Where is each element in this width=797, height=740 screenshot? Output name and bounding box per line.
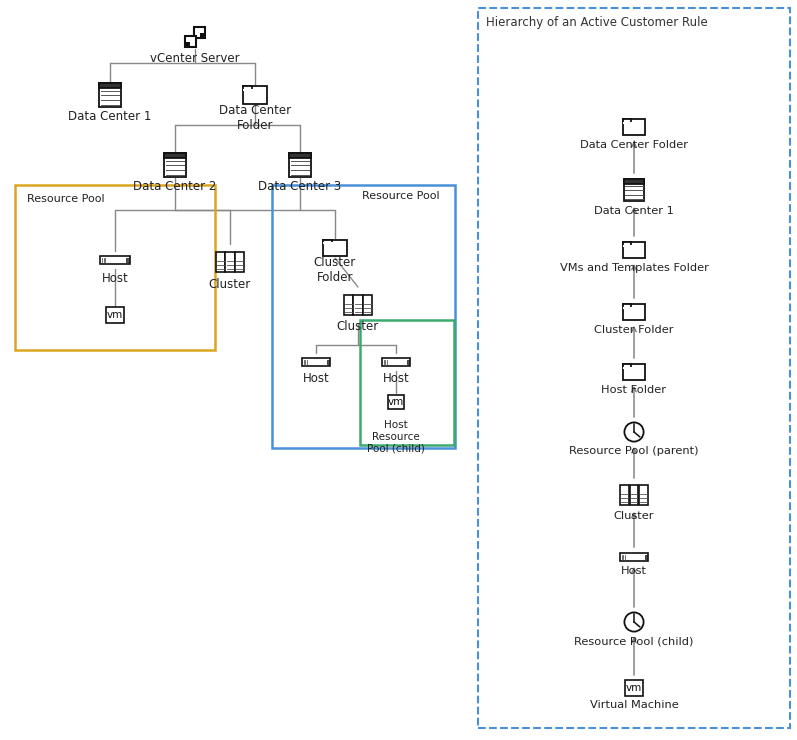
Bar [164,153,186,158]
Text: Resource Pool (parent): Resource Pool (parent) [569,446,699,456]
Text: Resource Pool: Resource Pool [363,191,440,201]
Bar [353,295,363,315]
Circle shape [624,423,644,442]
Bar [360,320,454,445]
Text: vm: vm [388,397,404,407]
Bar [289,153,311,158]
Circle shape [624,613,644,632]
Bar [344,295,353,315]
Bar [645,555,647,559]
Bar [194,27,205,38]
Bar [272,185,455,448]
Bar [15,185,215,350]
Text: Host: Host [303,372,329,386]
Bar [242,87,267,104]
Text: Data Center 3: Data Center 3 [258,180,342,192]
Bar [100,256,130,264]
Text: Cluster: Cluster [337,320,379,334]
Bar [623,304,645,320]
Bar [186,42,190,46]
Text: vm: vm [626,683,642,693]
Text: Cluster Folder: Cluster Folder [595,325,673,335]
Bar [164,153,186,158]
Bar [226,252,234,272]
Bar [623,243,631,246]
Bar [620,554,648,561]
Text: Data Center 2: Data Center 2 [133,180,217,192]
Bar [625,680,643,696]
Bar [324,240,347,256]
Bar [630,485,638,505]
Text: Host: Host [102,272,128,284]
Text: Hierarchy of an Active Customer Rule: Hierarchy of an Active Customer Rule [486,16,708,29]
Bar [324,240,332,243]
Text: Cluster: Cluster [614,511,654,521]
Text: Cluster: Cluster [209,278,251,291]
Bar [620,485,629,505]
Text: Virtual Machine: Virtual Machine [590,700,678,710]
Text: Resource Pool: Resource Pool [27,194,104,204]
Text: Data Center 1: Data Center 1 [594,206,674,216]
Bar [289,153,311,177]
Text: Data Center 1: Data Center 1 [69,110,151,123]
Bar [388,395,404,408]
Bar [363,295,372,315]
Bar [302,358,330,366]
Bar [99,83,121,88]
Text: Cluster
Folder: Cluster Folder [314,256,356,284]
Text: Data Center
Folder: Data Center Folder [219,104,291,132]
Text: vm: vm [107,310,123,320]
Bar [200,33,204,38]
Bar [623,364,631,368]
Bar [242,87,252,90]
Bar [406,360,409,364]
Bar [623,304,631,308]
Text: VMs and Templates Folder: VMs and Templates Folder [559,263,709,273]
Bar [289,153,311,158]
Bar [327,360,329,364]
Text: Resource Pool (child): Resource Pool (child) [575,636,693,646]
Bar [623,178,645,184]
Bar [235,252,245,272]
Bar [164,153,186,177]
Bar [478,8,790,728]
Bar [106,307,124,323]
Bar [623,119,631,123]
Bar [623,364,645,380]
Bar [99,83,121,88]
Text: Host: Host [383,372,410,386]
Bar [623,178,645,201]
Text: vCenter Server: vCenter Server [150,53,240,66]
Text: Host
Resource
Pool (child): Host Resource Pool (child) [367,420,425,453]
Bar [623,178,645,184]
Bar [639,485,648,505]
Bar [185,36,196,47]
Bar [623,119,645,135]
Text: Host: Host [621,566,647,576]
Bar [382,358,410,366]
Text: Host Folder: Host Folder [602,385,666,395]
Bar [99,83,121,107]
Bar [127,258,129,262]
Text: Data Center Folder: Data Center Folder [580,140,688,150]
Bar [215,252,225,272]
Bar [623,242,645,258]
